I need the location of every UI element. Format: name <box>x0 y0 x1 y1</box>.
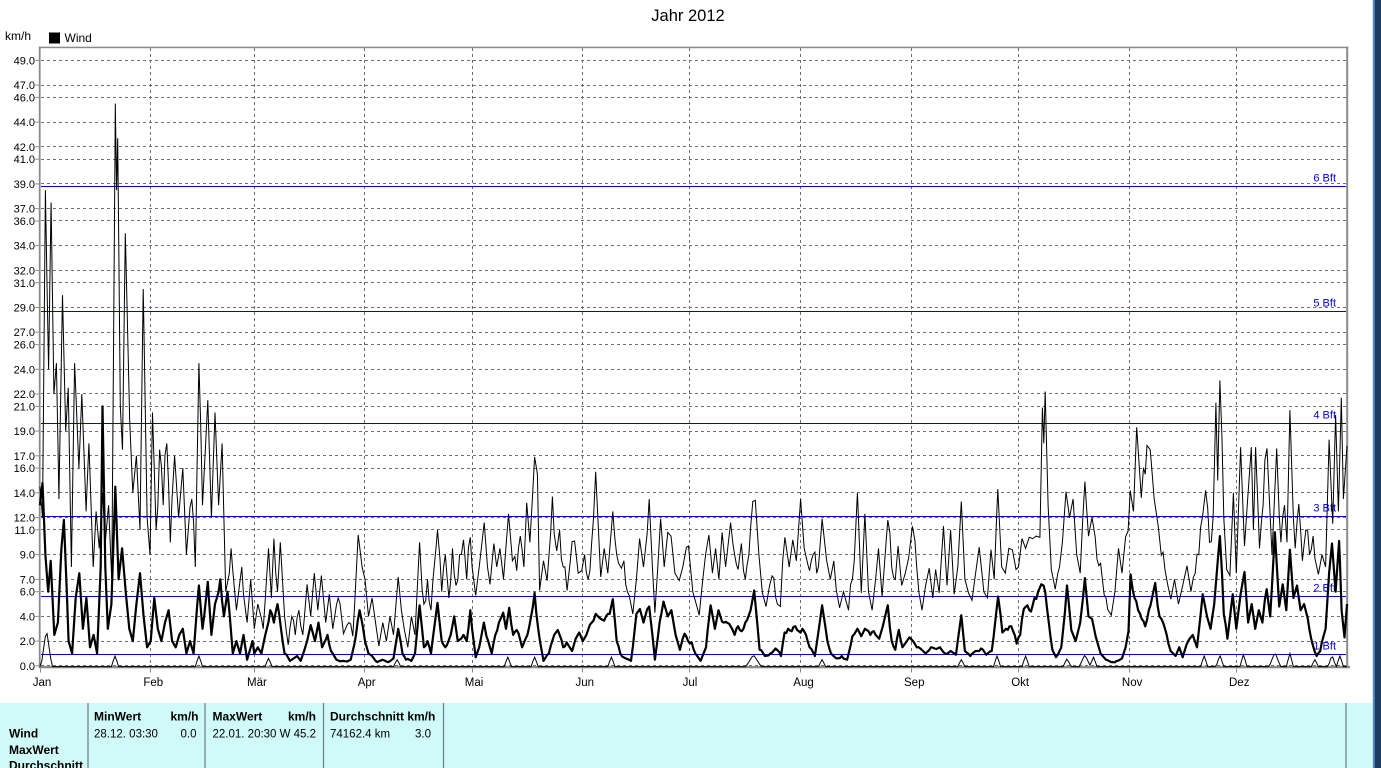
svg-text:Durchschnitt: Durchschnitt <box>9 759 83 768</box>
svg-text:Wind: Wind <box>9 727 38 741</box>
svg-text:1 Bft: 1 Bft <box>1313 641 1336 653</box>
svg-text:Apr: Apr <box>358 677 376 689</box>
svg-text:14.0: 14.0 <box>14 488 35 500</box>
svg-text:32.0: 32.0 <box>14 265 35 277</box>
svg-text:Jun: Jun <box>576 677 595 689</box>
svg-text:km/h: km/h <box>170 710 198 724</box>
svg-text:12.0: 12.0 <box>14 513 35 525</box>
svg-text:34.0: 34.0 <box>14 241 35 253</box>
svg-text:Mär: Mär <box>247 677 267 689</box>
svg-text:29.0: 29.0 <box>14 303 35 315</box>
svg-text:31.0: 31.0 <box>14 278 35 290</box>
svg-text:Sep: Sep <box>904 677 924 689</box>
svg-text:22.01. 20:30: 22.01. 20:30 <box>213 729 277 741</box>
svg-text:27.0: 27.0 <box>14 327 35 339</box>
svg-text:2.0: 2.0 <box>20 636 35 648</box>
svg-text:Jul: Jul <box>683 677 698 689</box>
svg-text:Jahr 2012: Jahr 2012 <box>651 7 724 25</box>
svg-text:11.0: 11.0 <box>14 525 35 537</box>
svg-text:W 45.2: W 45.2 <box>280 729 316 741</box>
svg-text:47.0: 47.0 <box>14 80 35 92</box>
svg-text:37.0: 37.0 <box>14 204 35 216</box>
svg-text:6 Bft: 6 Bft <box>1313 173 1336 185</box>
svg-text:21.0: 21.0 <box>14 401 35 413</box>
svg-text:Durchschnitt km/h: Durchschnitt km/h <box>330 710 435 724</box>
svg-text:49.0: 49.0 <box>14 55 35 67</box>
svg-text:22.0: 22.0 <box>14 389 35 401</box>
svg-text:Dez: Dez <box>1229 677 1250 689</box>
svg-text:0.0: 0.0 <box>20 661 35 673</box>
svg-text:28.12. 03:30: 28.12. 03:30 <box>94 729 158 741</box>
svg-text:MinWert: MinWert <box>94 710 141 724</box>
svg-text:MaxWert: MaxWert <box>9 743 59 757</box>
svg-text:4.0: 4.0 <box>20 611 35 623</box>
svg-text:24.0: 24.0 <box>14 364 35 376</box>
svg-text:46.0: 46.0 <box>14 92 35 104</box>
svg-text:km/h: km/h <box>5 29 31 43</box>
svg-text:3 Bft: 3 Bft <box>1313 503 1336 515</box>
svg-text:9.0: 9.0 <box>20 550 35 562</box>
svg-text:Feb: Feb <box>143 677 163 689</box>
svg-text:74162.4 km: 74162.4 km <box>330 729 390 741</box>
svg-text:36.0: 36.0 <box>14 216 35 228</box>
svg-text:16.0: 16.0 <box>14 463 35 475</box>
svg-text:3.0: 3.0 <box>415 729 431 741</box>
svg-text:Wind: Wind <box>65 31 92 45</box>
svg-text:0.0: 0.0 <box>181 729 197 741</box>
svg-text:Okt: Okt <box>1011 677 1030 689</box>
svg-text:Nov: Nov <box>1122 677 1143 689</box>
svg-text:Mai: Mai <box>465 677 484 689</box>
svg-text:Aug: Aug <box>793 677 813 689</box>
svg-text:4 Bft: 4 Bft <box>1313 410 1336 422</box>
svg-text:MaxWert: MaxWert <box>213 710 263 724</box>
svg-text:39.0: 39.0 <box>14 179 35 191</box>
svg-text:17.0: 17.0 <box>14 451 35 463</box>
svg-text:5 Bft: 5 Bft <box>1313 298 1336 310</box>
svg-text:km/h: km/h <box>288 710 316 724</box>
svg-text:42.0: 42.0 <box>14 142 35 154</box>
svg-text:41.0: 41.0 <box>14 154 35 166</box>
svg-text:Jan: Jan <box>33 677 52 689</box>
svg-text:7.0: 7.0 <box>20 574 35 586</box>
svg-text:19.0: 19.0 <box>14 426 35 438</box>
svg-text:44.0: 44.0 <box>14 117 35 129</box>
svg-text:2 Bft: 2 Bft <box>1313 583 1336 595</box>
svg-text:6.0: 6.0 <box>20 587 35 599</box>
svg-text:26.0: 26.0 <box>14 340 35 352</box>
